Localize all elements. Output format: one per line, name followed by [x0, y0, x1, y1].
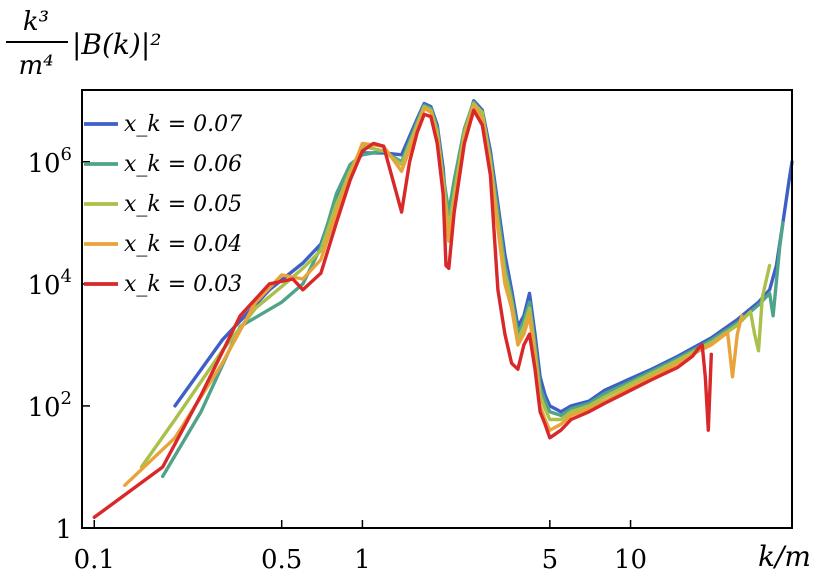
axis-ticks: 0.1 0.5 1 5 10 1 102 104 106: [27, 144, 647, 575]
x-axis-label: k/m: [758, 540, 811, 573]
plot-area: [92, 99, 794, 519]
y-tick-label: 104: [27, 266, 72, 301]
plot-frame: [81, 89, 793, 529]
series-line-4: [92, 108, 713, 519]
y-axis-label-rest: |B(k)|²: [72, 28, 161, 61]
legend: x_k = 0.07 x_k = 0.06 x_k = 0.05 x_k = 0.04…: [84, 112, 242, 297]
y-axis-label-den: m⁴: [18, 51, 53, 81]
legend-entry-1: x_k = 0.06: [124, 152, 242, 177]
legend-entry-3: x_k = 0.04: [124, 232, 242, 257]
y-axis-label-num: k³: [23, 7, 49, 37]
series-line-1: [161, 100, 785, 479]
legend-entry-0: x_k = 0.07: [124, 112, 242, 137]
x-tick-label: 10: [614, 545, 647, 575]
x-tick-label: 0.5: [261, 545, 302, 575]
x-tick-label: 0.1: [74, 545, 115, 575]
series-line-3: [123, 103, 744, 487]
series-line-0: [173, 99, 794, 414]
y-tick-label: 1: [55, 515, 72, 545]
y-tick-label: 106: [27, 144, 72, 179]
y-tick-label: 102: [27, 388, 72, 423]
legend-entry-2: x_k = 0.05: [124, 192, 242, 217]
x-tick-label: 5: [542, 545, 559, 575]
x-tick-label: 1: [354, 545, 371, 575]
legend-entry-4: x_k = 0.03: [124, 272, 242, 297]
